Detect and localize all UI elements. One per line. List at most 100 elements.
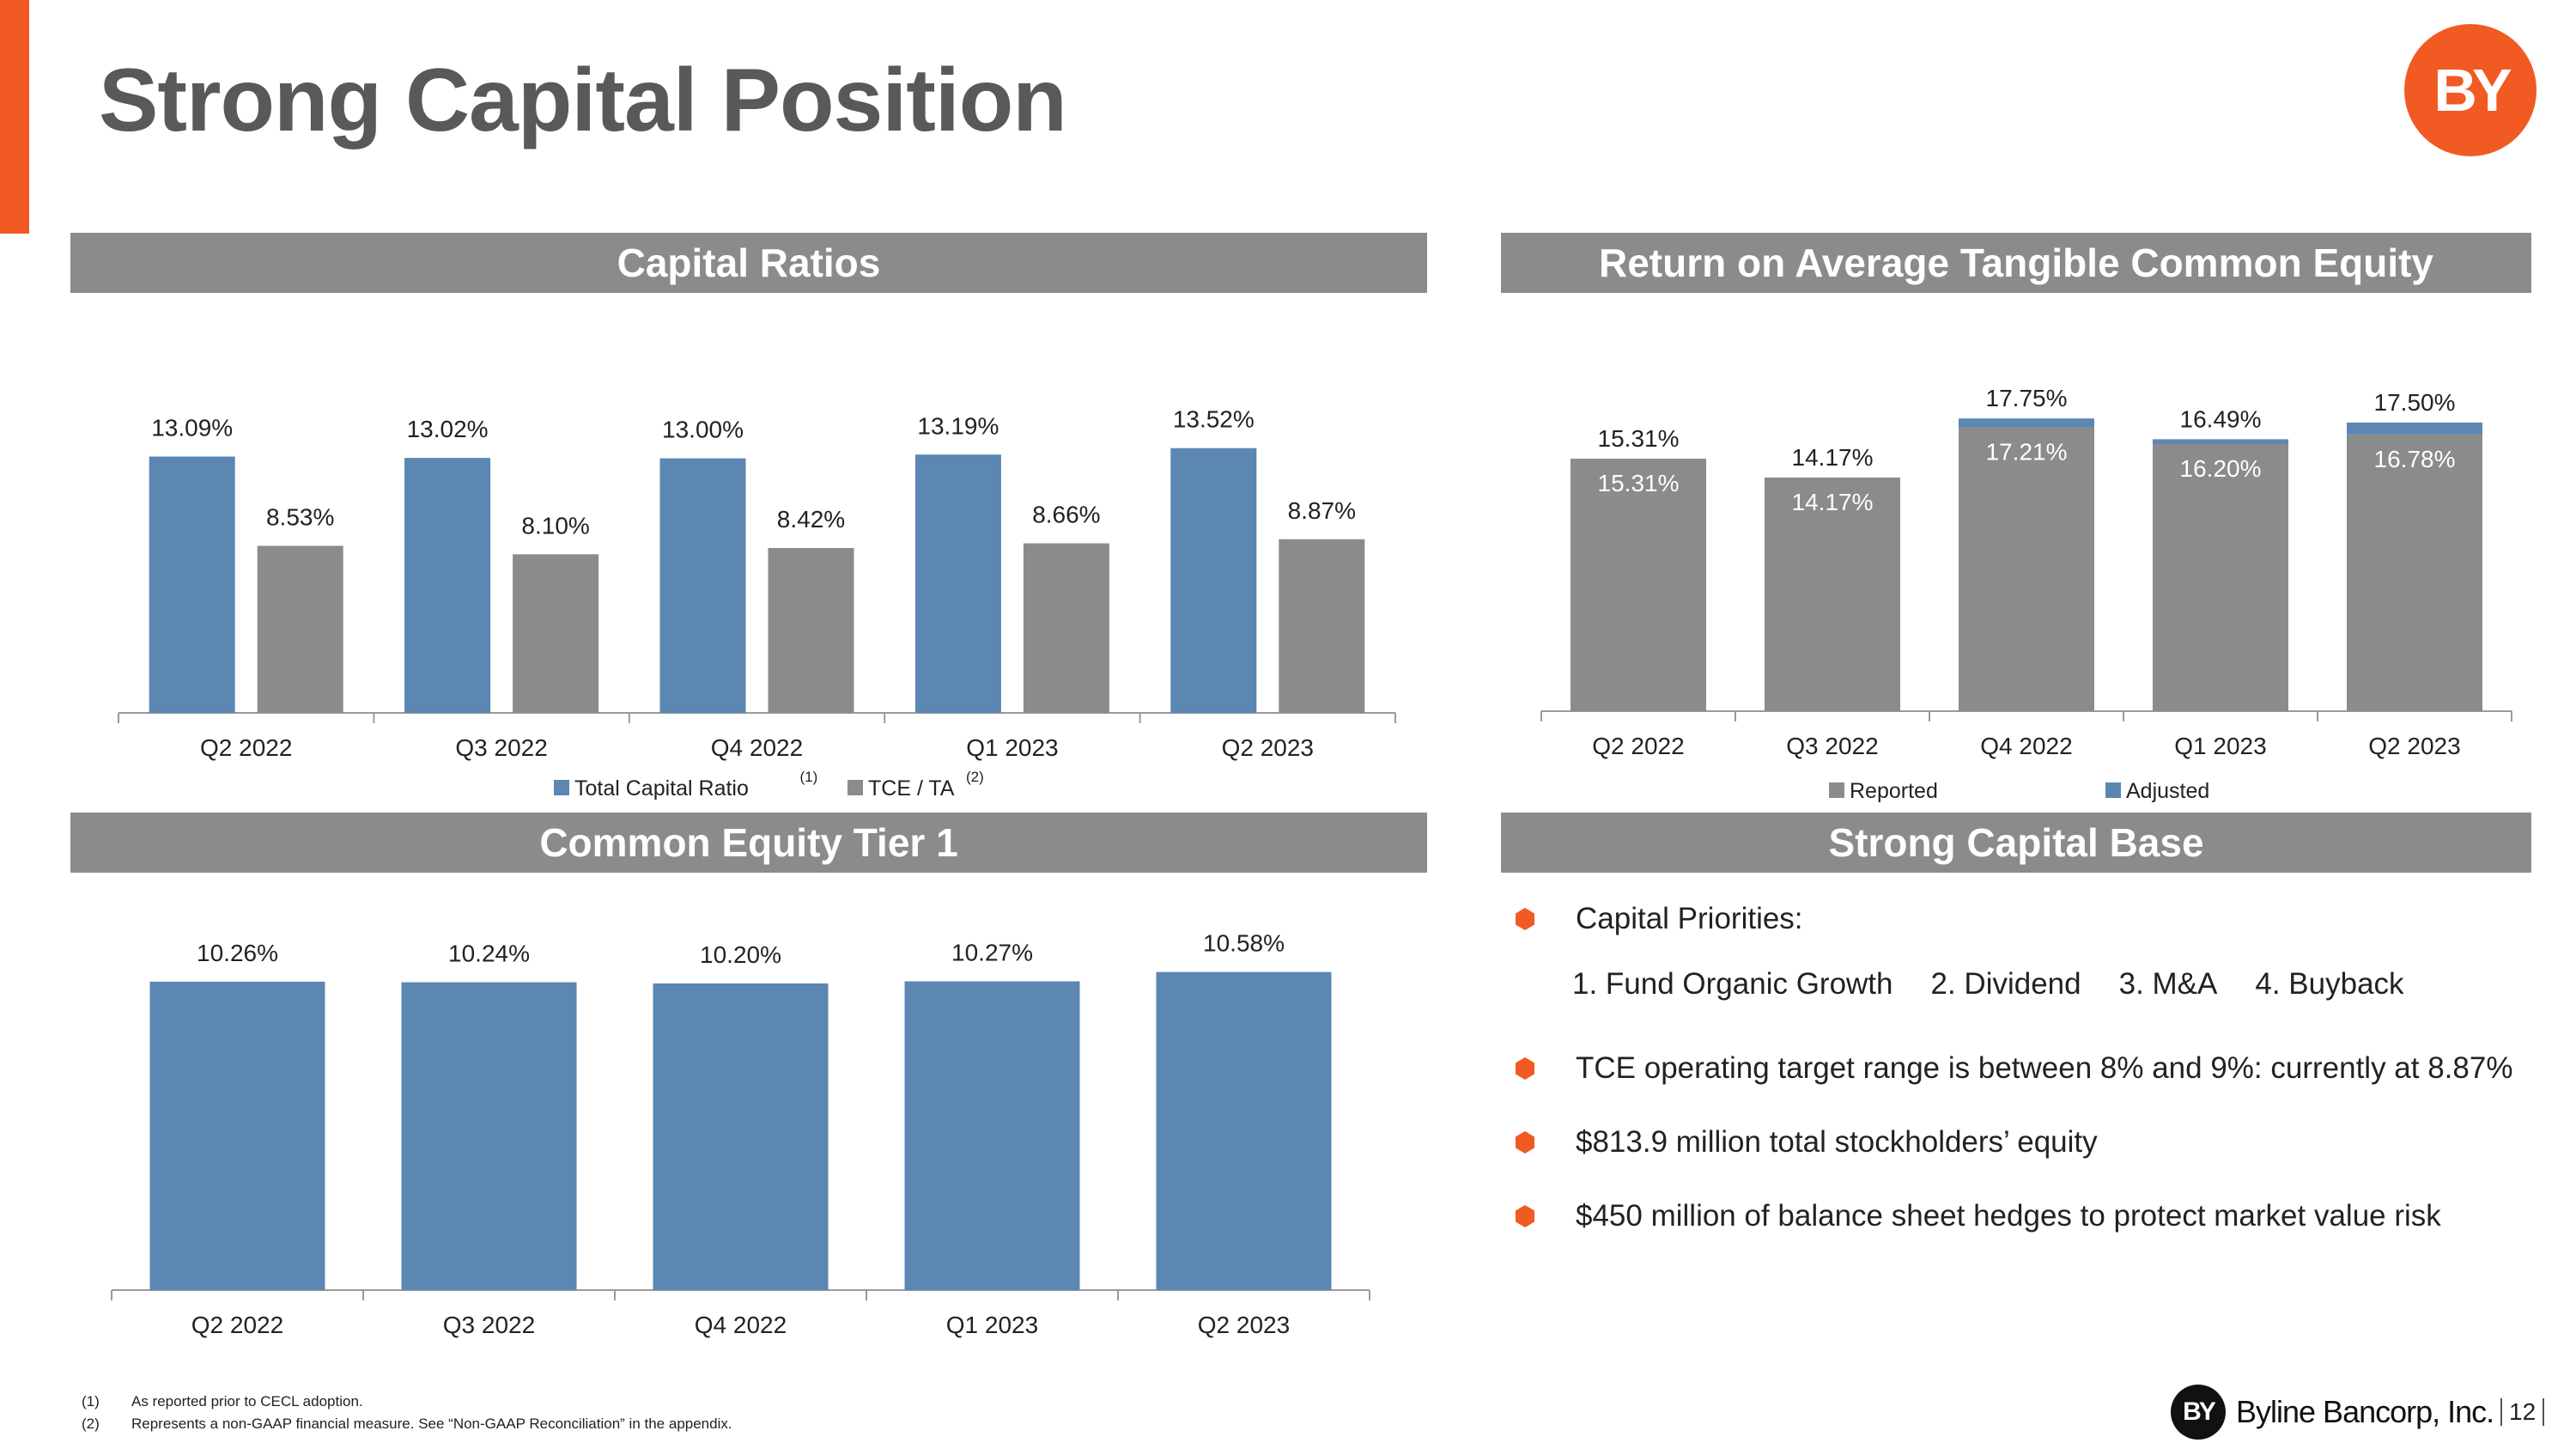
footnote: (2) Represents a non-GAAP financial meas… bbox=[82, 1416, 732, 1438]
bar-reported bbox=[2347, 434, 2482, 711]
bar-tce-ta bbox=[1023, 543, 1109, 713]
x-tick-label: Q3 2022 bbox=[455, 734, 547, 761]
priority-item: 1. Fund Organic Growth bbox=[1572, 967, 1893, 1001]
footer-company-name: Byline Bancorp, Inc. bbox=[2236, 1394, 2494, 1429]
bar-reported bbox=[1571, 459, 1706, 711]
x-tick-label: Q2 2023 bbox=[2368, 733, 2460, 759]
legend-label: Reported bbox=[1850, 779, 1938, 803]
bar-reported bbox=[1765, 477, 1900, 711]
bullet-item: $813.9 million total stockholders’ equit… bbox=[1516, 1125, 2098, 1160]
data-label: 13.00% bbox=[662, 417, 744, 443]
priorities-list: 1. Fund Organic Growth 2. Dividend 3. M&… bbox=[1572, 967, 2442, 1002]
x-tick-label: Q1 2023 bbox=[2174, 733, 2266, 759]
data-label: 8.10% bbox=[521, 512, 589, 539]
bullet-item: $450 million of balance sheet hedges to … bbox=[1516, 1199, 2441, 1233]
x-tick-label: Q1 2023 bbox=[946, 1312, 1038, 1338]
footnote-number: (1) bbox=[82, 1393, 100, 1409]
priority-item: 3. M&A bbox=[2118, 967, 2218, 1001]
bar-total-capital-ratio bbox=[404, 458, 491, 713]
x-tick-label: Q4 2022 bbox=[695, 1312, 787, 1338]
page-title: Strong Capital Position bbox=[99, 51, 1067, 150]
section-header-cet1: Common Equity Tier 1 bbox=[70, 813, 1427, 873]
bar-adjusted bbox=[1959, 418, 2094, 428]
data-label: 10.58% bbox=[1203, 930, 1285, 957]
data-label-reported: 14.17% bbox=[1792, 489, 1874, 515]
data-label: 8.53% bbox=[266, 504, 334, 531]
data-label-adjusted: 17.75% bbox=[1986, 385, 2068, 411]
x-tick-label: Q1 2023 bbox=[966, 734, 1058, 761]
data-label: 8.66% bbox=[1032, 502, 1100, 528]
bullet-item: TCE operating target range is between 8%… bbox=[1516, 1051, 2512, 1086]
data-label-reported: 16.78% bbox=[2374, 446, 2456, 472]
legend-swatch bbox=[848, 780, 863, 795]
data-label: 8.42% bbox=[777, 506, 845, 533]
x-tick-label: Q2 2023 bbox=[1222, 734, 1314, 761]
bar-tce-ta bbox=[768, 548, 854, 713]
hexagon-bullet-icon bbox=[1516, 1131, 1534, 1154]
footnote-number: (2) bbox=[82, 1416, 100, 1432]
legend-swatch bbox=[554, 780, 569, 795]
accent-bar bbox=[0, 0, 29, 234]
footer-logo: BY Byline Bancorp, Inc. bbox=[2171, 1385, 2494, 1440]
section-header-rotce: Return on Average Tangible Common Equity bbox=[1501, 233, 2531, 293]
data-label: 8.87% bbox=[1288, 497, 1356, 524]
legend-label: TCE / TA bbox=[868, 776, 955, 801]
footnote: (1) As reported prior to CECL adoption. bbox=[82, 1393, 732, 1416]
bar-adjusted bbox=[2153, 439, 2288, 444]
x-tick-label: Q3 2022 bbox=[1786, 733, 1878, 759]
data-label: 13.52% bbox=[1173, 406, 1255, 433]
data-label: 10.26% bbox=[197, 940, 278, 966]
bar-cet1 bbox=[904, 981, 1080, 1290]
bar-cet1 bbox=[653, 983, 829, 1290]
legend-swatch bbox=[1829, 782, 1844, 798]
bar-cet1 bbox=[401, 982, 577, 1290]
x-tick-label: Q2 2023 bbox=[1198, 1312, 1290, 1338]
x-tick-label: Q2 2022 bbox=[200, 734, 292, 761]
x-tick-label: Q4 2022 bbox=[711, 734, 803, 761]
priority-item: 4. Buyback bbox=[2255, 967, 2404, 1001]
priority-item: 2. Dividend bbox=[1930, 967, 2081, 1001]
data-label: 10.20% bbox=[700, 941, 781, 968]
bar-tce-ta bbox=[513, 554, 599, 713]
bullet-text: TCE operating target range is between 8%… bbox=[1576, 1051, 2513, 1085]
bar-tce-ta bbox=[1279, 539, 1365, 713]
bar-cet1 bbox=[149, 981, 325, 1290]
bar-total-capital-ratio bbox=[659, 458, 746, 713]
bar-total-capital-ratio bbox=[914, 454, 1001, 713]
data-label: 10.24% bbox=[448, 941, 530, 967]
bar-cet1 bbox=[1156, 971, 1332, 1290]
data-label-reported: 16.20% bbox=[2180, 455, 2262, 482]
bar-total-capital-ratio bbox=[1170, 447, 1257, 713]
data-label-adjusted: 15.31% bbox=[1598, 425, 1680, 452]
hexagon-bullet-icon bbox=[1516, 1057, 1534, 1080]
data-label-adjusted: 16.49% bbox=[2180, 405, 2262, 432]
legend-superscript: (2) bbox=[966, 769, 984, 785]
data-label-adjusted: 14.17% bbox=[1792, 444, 1874, 471]
priorities-heading: Capital Priorities: bbox=[1576, 902, 1803, 935]
x-tick-label: Q3 2022 bbox=[443, 1312, 535, 1338]
legend-swatch bbox=[2105, 782, 2121, 798]
footnotes: (1) As reported prior to CECL adoption. … bbox=[82, 1393, 732, 1438]
x-tick-label: Q2 2022 bbox=[1592, 733, 1684, 759]
bar-adjusted bbox=[2347, 423, 2482, 435]
company-logo: BY bbox=[2404, 24, 2537, 156]
section-header-capital-ratios: Capital Ratios bbox=[70, 233, 1427, 293]
bar-reported bbox=[1959, 427, 2094, 711]
hexagon-bullet-icon bbox=[1516, 1205, 1534, 1227]
footer-logo-mark: BY bbox=[2171, 1385, 2226, 1440]
bullet-text: $450 million of balance sheet hedges to … bbox=[1576, 1199, 2441, 1233]
data-label: 13.19% bbox=[917, 412, 999, 439]
data-label-reported: 17.21% bbox=[1986, 439, 2068, 466]
data-label: 13.09% bbox=[151, 415, 233, 441]
bullet-item: Capital Priorities: bbox=[1516, 902, 1803, 936]
data-label: 13.02% bbox=[407, 416, 489, 442]
bar-reported bbox=[2153, 443, 2288, 711]
bullet-text: $813.9 million total stockholders’ equit… bbox=[1576, 1125, 2098, 1159]
legend-label: Total Capital Ratio bbox=[574, 776, 749, 801]
footnote-text: Represents a non-GAAP financial measure.… bbox=[131, 1416, 732, 1432]
x-tick-label: Q4 2022 bbox=[1980, 733, 2072, 759]
legend-superscript: (1) bbox=[800, 769, 818, 785]
